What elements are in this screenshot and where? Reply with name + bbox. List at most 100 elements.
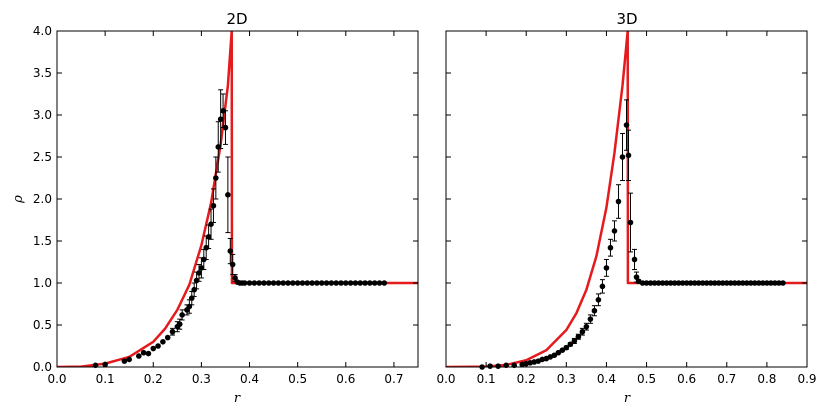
data-point <box>695 280 702 286</box>
data-point <box>675 280 682 286</box>
data-point <box>719 280 726 286</box>
data-point <box>563 344 570 351</box>
data-point <box>772 280 778 286</box>
data-point <box>727 280 734 286</box>
x-tick-label: 0.5 <box>288 372 307 386</box>
data-point <box>155 343 161 349</box>
data-point <box>160 339 166 345</box>
x-tick-label: 0.8 <box>757 372 776 386</box>
y-tick-label: 2.0 <box>33 192 52 206</box>
x-tick-label: 0.5 <box>637 372 656 386</box>
y-tick-label: 1.5 <box>33 234 52 248</box>
data-point <box>193 277 200 284</box>
data-point <box>352 280 359 286</box>
data-point <box>176 321 183 327</box>
data-point <box>145 350 152 357</box>
data-point <box>633 274 640 280</box>
x-tick-label: 0.7 <box>384 372 403 386</box>
y-tick-label: 0.5 <box>33 318 52 332</box>
data-point <box>136 353 142 359</box>
x-tick-label: 0.7 <box>717 372 736 386</box>
data-point <box>314 280 320 286</box>
data-point <box>611 228 618 234</box>
data-point <box>217 116 224 122</box>
data-point <box>559 347 566 354</box>
x-tick-label: 0.0 <box>47 372 66 386</box>
x-tick-label: 0.4 <box>240 372 259 386</box>
data-point <box>691 280 698 286</box>
data-point <box>707 280 714 286</box>
data-point <box>711 280 718 286</box>
data-point <box>285 280 291 286</box>
data-point <box>736 280 742 286</box>
y-tick-label: 3.5 <box>33 66 52 80</box>
data-point <box>744 280 750 286</box>
data-point <box>270 280 277 286</box>
data-point <box>671 280 678 286</box>
data-point <box>210 202 217 209</box>
data-point <box>256 280 262 286</box>
x-tick-label: 0.6 <box>677 372 696 386</box>
data-point <box>780 280 786 286</box>
data-point <box>150 345 157 352</box>
data-point <box>343 280 349 286</box>
data-point <box>579 328 586 335</box>
data-point <box>587 316 594 322</box>
data-point <box>551 352 558 359</box>
y-axis-label: ρ <box>11 195 26 204</box>
data-point <box>121 358 128 364</box>
data-point <box>495 363 501 369</box>
data-point <box>261 280 267 286</box>
data-point <box>333 280 339 286</box>
chart-title: 2D <box>226 10 247 28</box>
data-point <box>203 244 210 251</box>
data-point <box>756 280 762 286</box>
data-point <box>309 280 315 286</box>
data-point <box>760 280 766 286</box>
data-point <box>299 280 306 286</box>
data-point <box>338 280 344 286</box>
data-point <box>164 334 171 341</box>
data-point <box>651 280 658 286</box>
data-point <box>140 349 147 356</box>
x-tick-label: 0.2 <box>517 372 536 386</box>
data-point <box>275 280 282 286</box>
data-point <box>213 175 219 181</box>
model-curve <box>57 31 418 367</box>
plot-frame <box>56 30 419 368</box>
data-point <box>583 323 590 330</box>
data-point <box>631 256 638 263</box>
data-point <box>607 244 614 251</box>
data-point <box>659 280 666 286</box>
panel-3d: 3D r 0.0 0.1 0.2 0.3 0.4 0.5 0.6 0.7 0.8 0.9 <box>436 10 816 406</box>
data-point <box>318 280 325 286</box>
data-point <box>591 307 598 314</box>
data-point <box>740 280 746 286</box>
data-point <box>196 270 202 276</box>
data-point <box>667 280 674 286</box>
x-axis-label: r <box>234 391 241 406</box>
data-point <box>347 280 354 286</box>
x-tick-label: 0.3 <box>557 372 576 386</box>
model-curve <box>446 31 807 367</box>
panel-2d: 2D r ρ 0.0 0.1 0.2 0.3 0.4 0.5 0.6 0.7 0.0 0.5 1.0… <box>11 10 419 406</box>
data-point <box>627 219 634 226</box>
x-axis-label: r <box>624 391 631 406</box>
y-tick-label: 4.0 <box>33 24 52 38</box>
data-point <box>328 280 335 286</box>
data-point <box>699 280 706 286</box>
data-point <box>723 280 730 286</box>
data-point <box>265 280 272 286</box>
x-tick-label: 0.1 <box>477 372 496 386</box>
x-tick-label: 0.9 <box>797 372 816 386</box>
data-point <box>232 275 238 281</box>
x-tick-label: 0.4 <box>597 372 616 386</box>
data-point <box>625 152 632 159</box>
data-point <box>647 280 654 286</box>
data-point <box>371 280 378 286</box>
x-tick-label: 0.6 <box>336 372 355 386</box>
y-tick-label: 2.5 <box>33 150 52 164</box>
y-tick-label: 0.0 <box>33 360 52 374</box>
data-point <box>615 198 622 205</box>
